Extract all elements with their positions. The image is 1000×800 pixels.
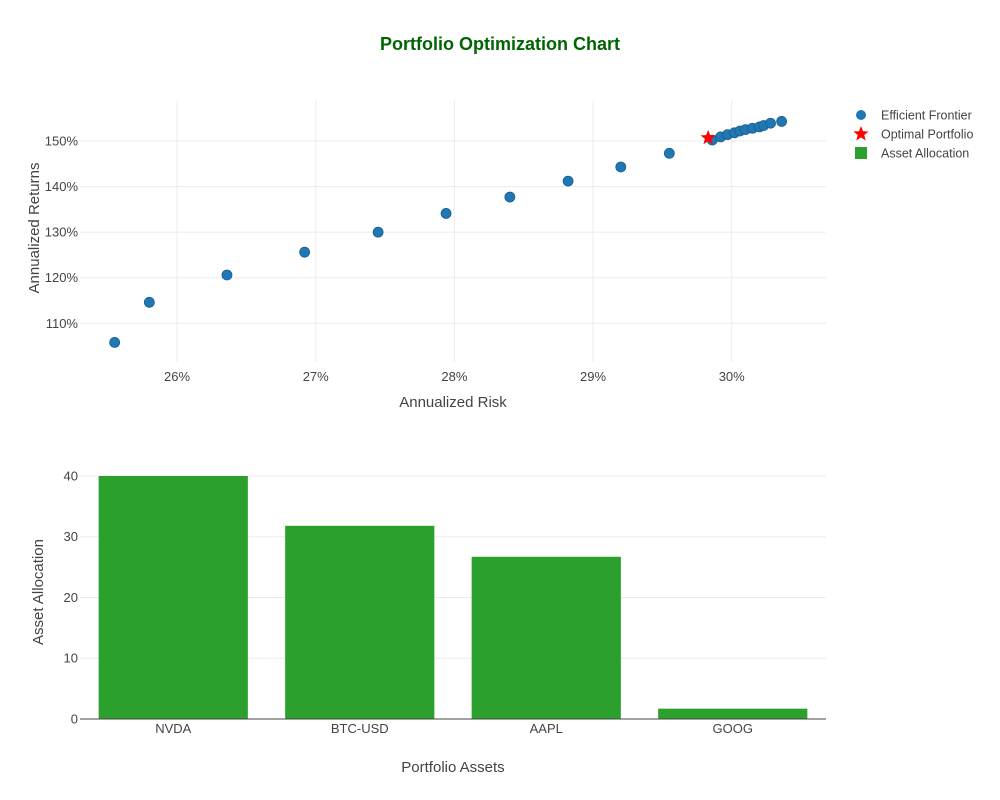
legend-label: Optimal Portfolio	[881, 128, 973, 142]
efficient-frontier-panel: 26% 27% 28% 29% 30% 110% 120% 130% 140% 150% Ann…	[26, 100, 826, 411]
y-tick-label: 140%	[45, 179, 79, 194]
asset-allocation-panel: 0 10 20 30 40 NVDA BTC-USD AAPL GOOG Portfolio …	[30, 468, 826, 776]
optimal-portfolio-marker	[700, 129, 716, 145]
bar-nvda	[98, 475, 248, 719]
frontier-point	[143, 296, 155, 308]
optimal-star	[700, 129, 716, 145]
bar-x-axis-title: Portfolio Assets	[401, 759, 504, 776]
legend-item[interactable]: Efficient Frontier	[856, 109, 972, 123]
legend-star-icon	[853, 126, 869, 141]
allocation-bars	[98, 475, 808, 719]
x-tick-label: 30%	[719, 369, 745, 384]
bar-goog	[658, 708, 808, 719]
y-tick-label: 20	[64, 590, 78, 605]
y-tick-label: 0	[71, 712, 78, 727]
y-tick-label: 10	[64, 651, 78, 666]
legend-label: Efficient Frontier	[881, 109, 972, 123]
bar-y-axis-title: Asset Allocation	[30, 539, 47, 645]
y-tick-label: 120%	[45, 270, 79, 285]
frontier-point	[776, 116, 788, 127]
bar-btc-usd	[285, 525, 435, 719]
bar-x-ticks: NVDA BTC-USD AAPL GOOG	[155, 721, 753, 736]
scatter-y-axis-title: Annualized Returns	[26, 163, 43, 294]
y-tick-label: 30	[64, 529, 78, 544]
y-tick-label: 130%	[45, 225, 79, 240]
frontier-point	[504, 191, 516, 203]
y-tick-label: 110%	[46, 316, 79, 331]
y-tick-label: 40	[64, 468, 78, 483]
scatter-x-ticks: 26% 27% 28% 29% 30%	[164, 369, 745, 384]
legend-label: Asset Allocation	[881, 147, 969, 161]
x-tick-label: AAPL	[530, 721, 563, 736]
frontier-point	[372, 226, 384, 238]
x-tick-label: GOOG	[713, 721, 753, 736]
frontier-point	[221, 269, 233, 281]
frontier-point	[562, 175, 574, 187]
x-tick-label: 28%	[441, 369, 467, 384]
frontier-point	[765, 117, 776, 129]
frontier-point	[299, 246, 311, 258]
frontier-point	[440, 208, 452, 219]
frontier-points	[109, 116, 788, 348]
frontier-point	[109, 337, 121, 348]
legend-square-icon	[855, 147, 867, 159]
frontier-point	[615, 161, 627, 173]
legend-circle-icon	[856, 110, 866, 120]
x-tick-label: BTC-USD	[331, 721, 389, 736]
scatter-x-axis-title: Annualized Risk	[399, 394, 507, 411]
x-tick-label: 26%	[164, 369, 190, 384]
scatter-gridlines	[80, 100, 826, 362]
bar-aapl	[471, 556, 621, 719]
legend-item[interactable]: Asset Allocation	[855, 147, 969, 161]
x-tick-label: 29%	[580, 369, 606, 384]
scatter-y-ticks: 110% 120% 130% 140% 150%	[45, 134, 79, 331]
legend[interactable]: Efficient Frontier Optimal Portfolio Asset…	[853, 109, 973, 161]
frontier-point	[663, 147, 675, 159]
y-tick-label: 150%	[45, 134, 79, 149]
x-tick-label: 27%	[303, 369, 329, 384]
chart-title: Portfolio Optimization Chart	[380, 34, 620, 54]
bar-y-ticks: 0 10 20 30 40	[64, 468, 78, 726]
x-tick-label: NVDA	[155, 721, 191, 736]
legend-item[interactable]: Optimal Portfolio	[853, 126, 973, 142]
